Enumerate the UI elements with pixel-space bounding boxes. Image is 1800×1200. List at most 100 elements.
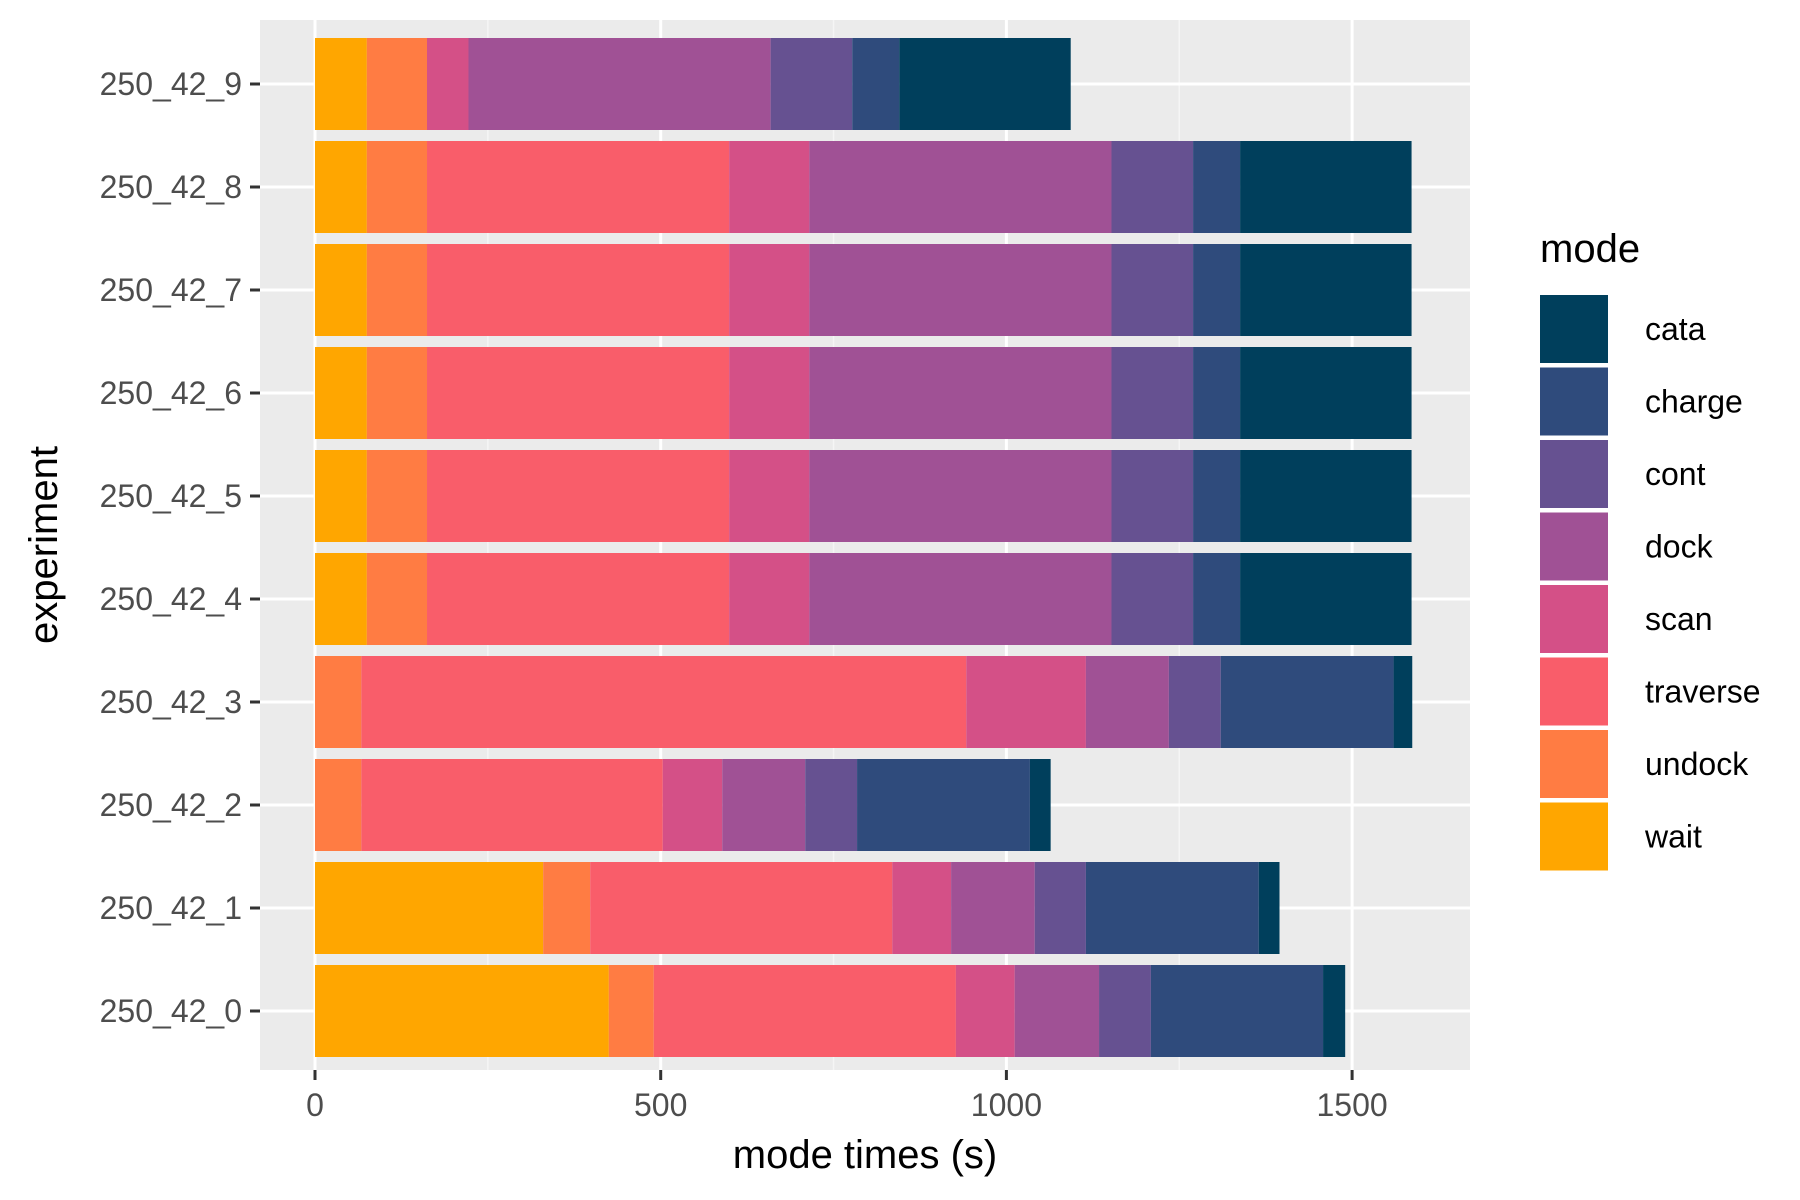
bar-segment-dock-250_42_2 [722,759,806,851]
legend-label-traverse: traverse [1645,674,1761,710]
bar-segment-cont-250_42_7 [1111,244,1194,336]
bar-segment-wait-250_42_6 [315,347,367,439]
bar-segment-traverse-250_42_4 [427,553,730,645]
bar-segment-dock-250_42_6 [809,347,1112,439]
bar-segment-scan-250_42_4 [729,553,810,645]
bar-segment-dock-250_42_4 [809,553,1112,645]
bar-segment-dock-250_42_8 [809,141,1112,233]
bar-segment-traverse-250_42_2 [361,759,663,851]
bar-segment-undock-250_42_3 [315,656,362,748]
bar-segment-undock-250_42_4 [366,553,428,645]
bar-segment-scan-250_42_0 [955,965,1015,1057]
bar-segment-dock-250_42_0 [1014,965,1100,1057]
bar-segment-cont-250_42_6 [1111,347,1194,439]
legend-key-undock [1540,730,1608,798]
bar-segment-scan-250_42_7 [729,244,810,336]
y-axis: 250_42_0 250_42_1 250_42_2 250_42_3 250_42_4… [100,66,260,1029]
bar-segment-charge-250_42_8 [1193,141,1241,233]
legend-key-cont [1540,440,1608,508]
legend-label-scan: scan [1645,601,1713,637]
bar-segment-charge-250_42_5 [1193,450,1241,542]
bar-segment-dock-250_42_7 [809,244,1112,336]
bar-segment-charge-250_42_2 [857,759,1030,851]
legend-key-scan [1540,585,1608,653]
bar-segment-undock-250_42_0 [608,965,654,1057]
legend-title: mode [1540,227,1640,271]
legend-label-undock: undock [1645,746,1749,782]
bar-segment-dock-250_42_5 [809,450,1112,542]
y-tick-label: 250_42_6 [100,375,242,411]
legend-label-charge: charge [1645,384,1743,420]
bar-segment-cata-250_42_0 [1323,965,1346,1057]
bar-segment-undock-250_42_5 [366,450,428,542]
bar-segment-dock-250_42_1 [951,862,1035,954]
bar-segment-undock-250_42_9 [366,38,428,130]
y-tick-label: 250_42_3 [100,684,242,720]
y-tick-label: 250_42_2 [100,787,242,823]
bar-segment-wait-250_42_9 [315,38,367,130]
legend-key-charge [1540,367,1608,436]
bar-segment-scan-250_42_2 [662,759,723,851]
bar-segment-charge-250_42_3 [1220,656,1394,748]
bar-segment-scan-250_42_3 [966,656,1086,748]
bar-segment-wait-250_42_0 [315,965,609,1057]
bar-segment-cont-250_42_0 [1099,965,1151,1057]
legend-key-traverse [1540,657,1608,726]
y-tick-label: 250_42_7 [100,272,242,308]
bar-segment-charge-250_42_7 [1193,244,1241,336]
bar-segment-charge-250_42_0 [1150,965,1324,1057]
bar-segment-charge-250_42_4 [1193,553,1241,645]
y-tick-label: 250_42_5 [100,478,242,514]
x-tick-label: 1000 [971,1087,1042,1123]
y-tick-label: 250_42_0 [100,993,242,1029]
bar-segment-cata-250_42_2 [1029,759,1051,851]
bar-segment-traverse-250_42_6 [427,347,730,439]
bar-segment-scan-250_42_8 [729,141,810,233]
bar-segment-scan-250_42_6 [729,347,810,439]
bar-segment-cata-250_42_6 [1240,347,1412,439]
legend-key-wait [1540,802,1608,871]
legend: mode cata charge cont dock scan traverse undoc… [1540,227,1761,871]
x-tick-label: 500 [634,1087,687,1123]
legend-label-wait: wait [1644,819,1702,855]
bar-segment-charge-250_42_9 [852,38,900,130]
bar-segment-traverse-250_42_8 [427,141,730,233]
bar-segment-cont-250_42_9 [770,38,853,130]
bar-segment-scan-250_42_1 [892,862,952,954]
bar-segment-dock-250_42_9 [468,38,771,130]
bar-segment-traverse-250_42_1 [590,862,893,954]
bar-segment-wait-250_42_5 [315,450,367,542]
x-tick-label: 0 [306,1087,324,1123]
bar-segment-scan-250_42_5 [729,450,810,542]
bar-segment-cata-250_42_8 [1240,141,1412,233]
y-tick-label: 250_42_9 [100,66,242,102]
x-axis: 0 500 1000 1500 [306,1070,1388,1123]
bar-segment-cata-250_42_5 [1240,450,1412,542]
bar-segment-cata-250_42_9 [899,38,1071,130]
bar-segment-wait-250_42_8 [315,141,367,233]
bars [315,38,1413,1057]
bar-segment-traverse-250_42_5 [427,450,730,542]
bar-segment-traverse-250_42_7 [427,244,730,336]
legend-label-cont: cont [1645,456,1706,492]
bar-segment-cont-250_42_1 [1034,862,1086,954]
bar-segment-undock-250_42_8 [366,141,428,233]
x-tick-label: 1500 [1317,1087,1388,1123]
bar-segment-charge-250_42_1 [1085,862,1259,954]
y-tick-label: 250_42_4 [100,581,242,617]
bar-segment-cont-250_42_8 [1111,141,1194,233]
bar-segment-cont-250_42_3 [1168,656,1221,748]
legend-key-dock [1540,512,1608,581]
bar-segment-undock-250_42_7 [366,244,428,336]
bar-segment-cata-250_42_1 [1258,862,1280,954]
bar-segment-dock-250_42_3 [1085,656,1169,748]
bar-segment-wait-250_42_7 [315,244,367,336]
bar-segment-cata-250_42_7 [1240,244,1412,336]
legend-key-cata [1540,295,1608,363]
legend-label-cata: cata [1645,311,1706,347]
y-tick-label: 250_42_8 [100,169,242,205]
bar-segment-wait-250_42_4 [315,553,367,645]
bar-segment-undock-250_42_6 [366,347,428,439]
